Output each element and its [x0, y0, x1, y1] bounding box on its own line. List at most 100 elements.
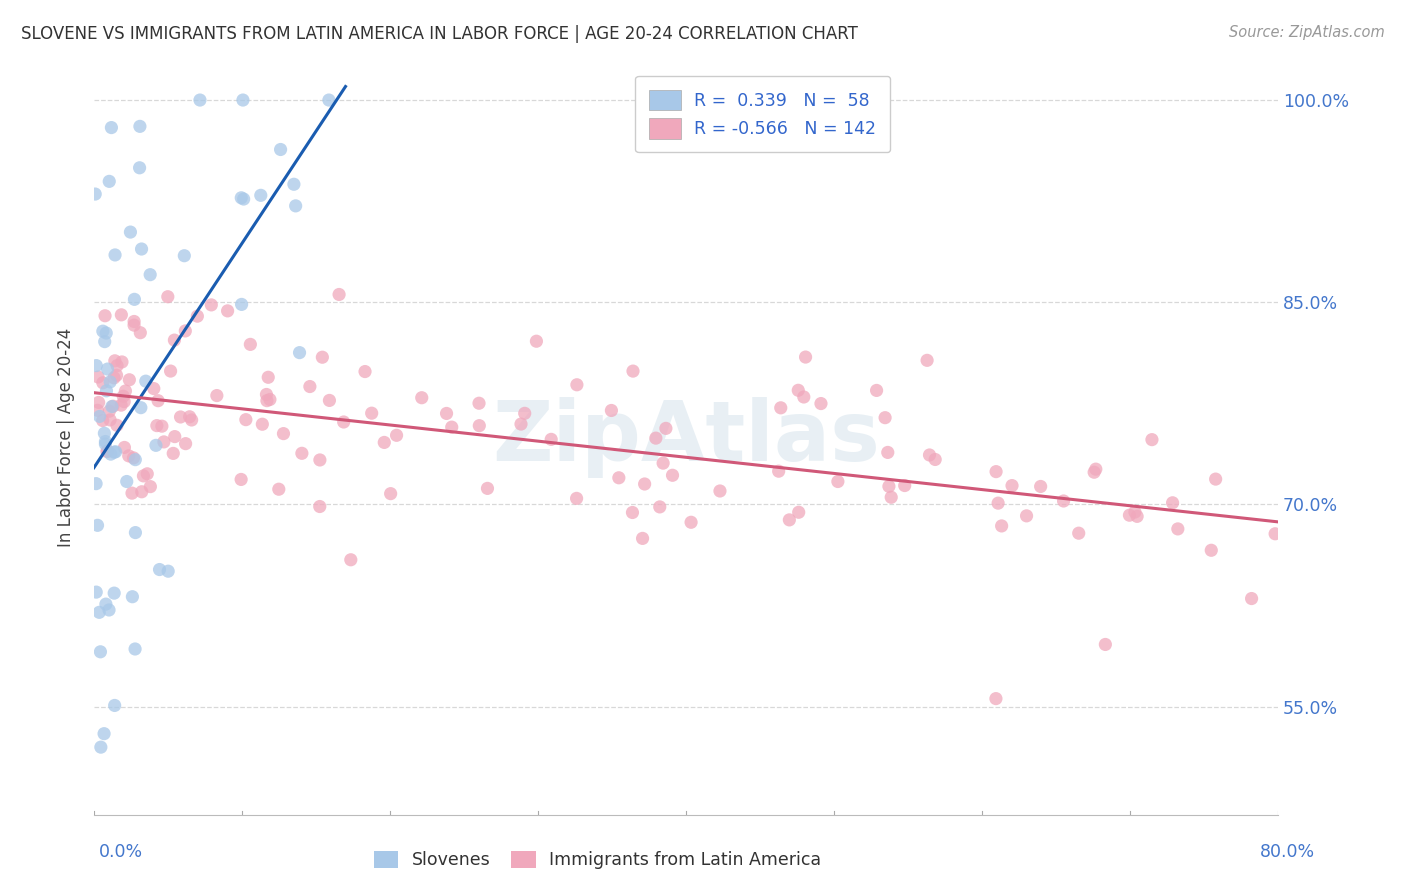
- Point: [1123, 505, 1146, 519]
- Point: [915, 353, 938, 368]
- Point: [987, 496, 1010, 510]
- Point: [308, 500, 330, 514]
- Point: [124, 642, 146, 657]
- Point: [655, 421, 678, 435]
- Point: [139, 268, 162, 282]
- Point: [468, 396, 491, 410]
- Point: [810, 396, 832, 410]
- Point: [984, 691, 1007, 706]
- Point: [661, 468, 683, 483]
- Point: [142, 382, 165, 396]
- Point: [318, 93, 340, 107]
- Point: [156, 290, 179, 304]
- Point: [100, 120, 122, 135]
- Point: [120, 225, 142, 239]
- Point: [778, 513, 800, 527]
- Point: [104, 445, 127, 459]
- Point: [681, 516, 703, 530]
- Point: [1052, 494, 1074, 508]
- Point: [93, 426, 115, 441]
- Point: [86, 518, 108, 533]
- Point: [103, 371, 125, 385]
- Point: [787, 384, 810, 398]
- Point: [644, 431, 666, 445]
- Point: [146, 418, 169, 433]
- Point: [101, 399, 124, 413]
- Point: [96, 326, 118, 340]
- Point: [94, 309, 117, 323]
- Point: [229, 472, 252, 486]
- Point: [652, 456, 675, 470]
- Point: [111, 355, 134, 369]
- Point: [1161, 496, 1184, 510]
- Point: [98, 404, 121, 418]
- Point: [179, 409, 201, 424]
- Point: [105, 418, 128, 433]
- Point: [231, 191, 253, 205]
- Point: [288, 345, 311, 359]
- Point: [298, 379, 321, 393]
- Point: [93, 334, 115, 349]
- Point: [354, 365, 377, 379]
- Point: [360, 406, 382, 420]
- Point: [1083, 465, 1105, 479]
- Point: [103, 586, 125, 600]
- Point: [173, 249, 195, 263]
- Point: [104, 248, 127, 262]
- Point: [1126, 509, 1149, 524]
- Point: [787, 505, 810, 519]
- Point: [87, 370, 110, 384]
- Point: [180, 413, 202, 427]
- Point: [256, 387, 278, 401]
- Point: [84, 187, 107, 202]
- Point: [101, 400, 124, 414]
- Point: [270, 143, 292, 157]
- Point: [1240, 591, 1263, 606]
- Text: 0.0%: 0.0%: [98, 843, 142, 861]
- Point: [235, 412, 257, 426]
- Point: [880, 490, 903, 504]
- Point: [128, 161, 150, 175]
- Point: [468, 418, 491, 433]
- Point: [84, 476, 107, 491]
- Point: [129, 326, 152, 340]
- Point: [232, 93, 254, 107]
- Point: [98, 174, 121, 188]
- Point: [565, 377, 588, 392]
- Point: [96, 362, 118, 376]
- Point: [385, 428, 408, 442]
- Point: [205, 388, 228, 402]
- Point: [91, 413, 114, 427]
- Point: [122, 318, 145, 333]
- Point: [440, 420, 463, 434]
- Point: [104, 698, 127, 713]
- Point: [217, 304, 239, 318]
- Point: [239, 337, 262, 351]
- Point: [98, 375, 121, 389]
- Point: [267, 482, 290, 496]
- Point: [159, 364, 181, 378]
- Point: [311, 350, 333, 364]
- Point: [984, 465, 1007, 479]
- Point: [96, 444, 118, 458]
- Point: [162, 446, 184, 460]
- Point: [259, 392, 281, 407]
- Point: [91, 376, 114, 390]
- Point: [232, 192, 254, 206]
- Point: [93, 727, 115, 741]
- Point: [122, 314, 145, 328]
- Point: [90, 740, 112, 755]
- Point: [105, 368, 128, 383]
- Point: [380, 486, 402, 500]
- Point: [174, 324, 197, 338]
- Point: [89, 645, 111, 659]
- Point: [174, 436, 197, 450]
- Point: [332, 415, 354, 429]
- Point: [318, 393, 340, 408]
- Point: [607, 471, 630, 485]
- Point: [94, 597, 117, 611]
- Point: [97, 444, 120, 458]
- Point: [631, 532, 654, 546]
- Point: [136, 467, 159, 481]
- Point: [94, 437, 117, 451]
